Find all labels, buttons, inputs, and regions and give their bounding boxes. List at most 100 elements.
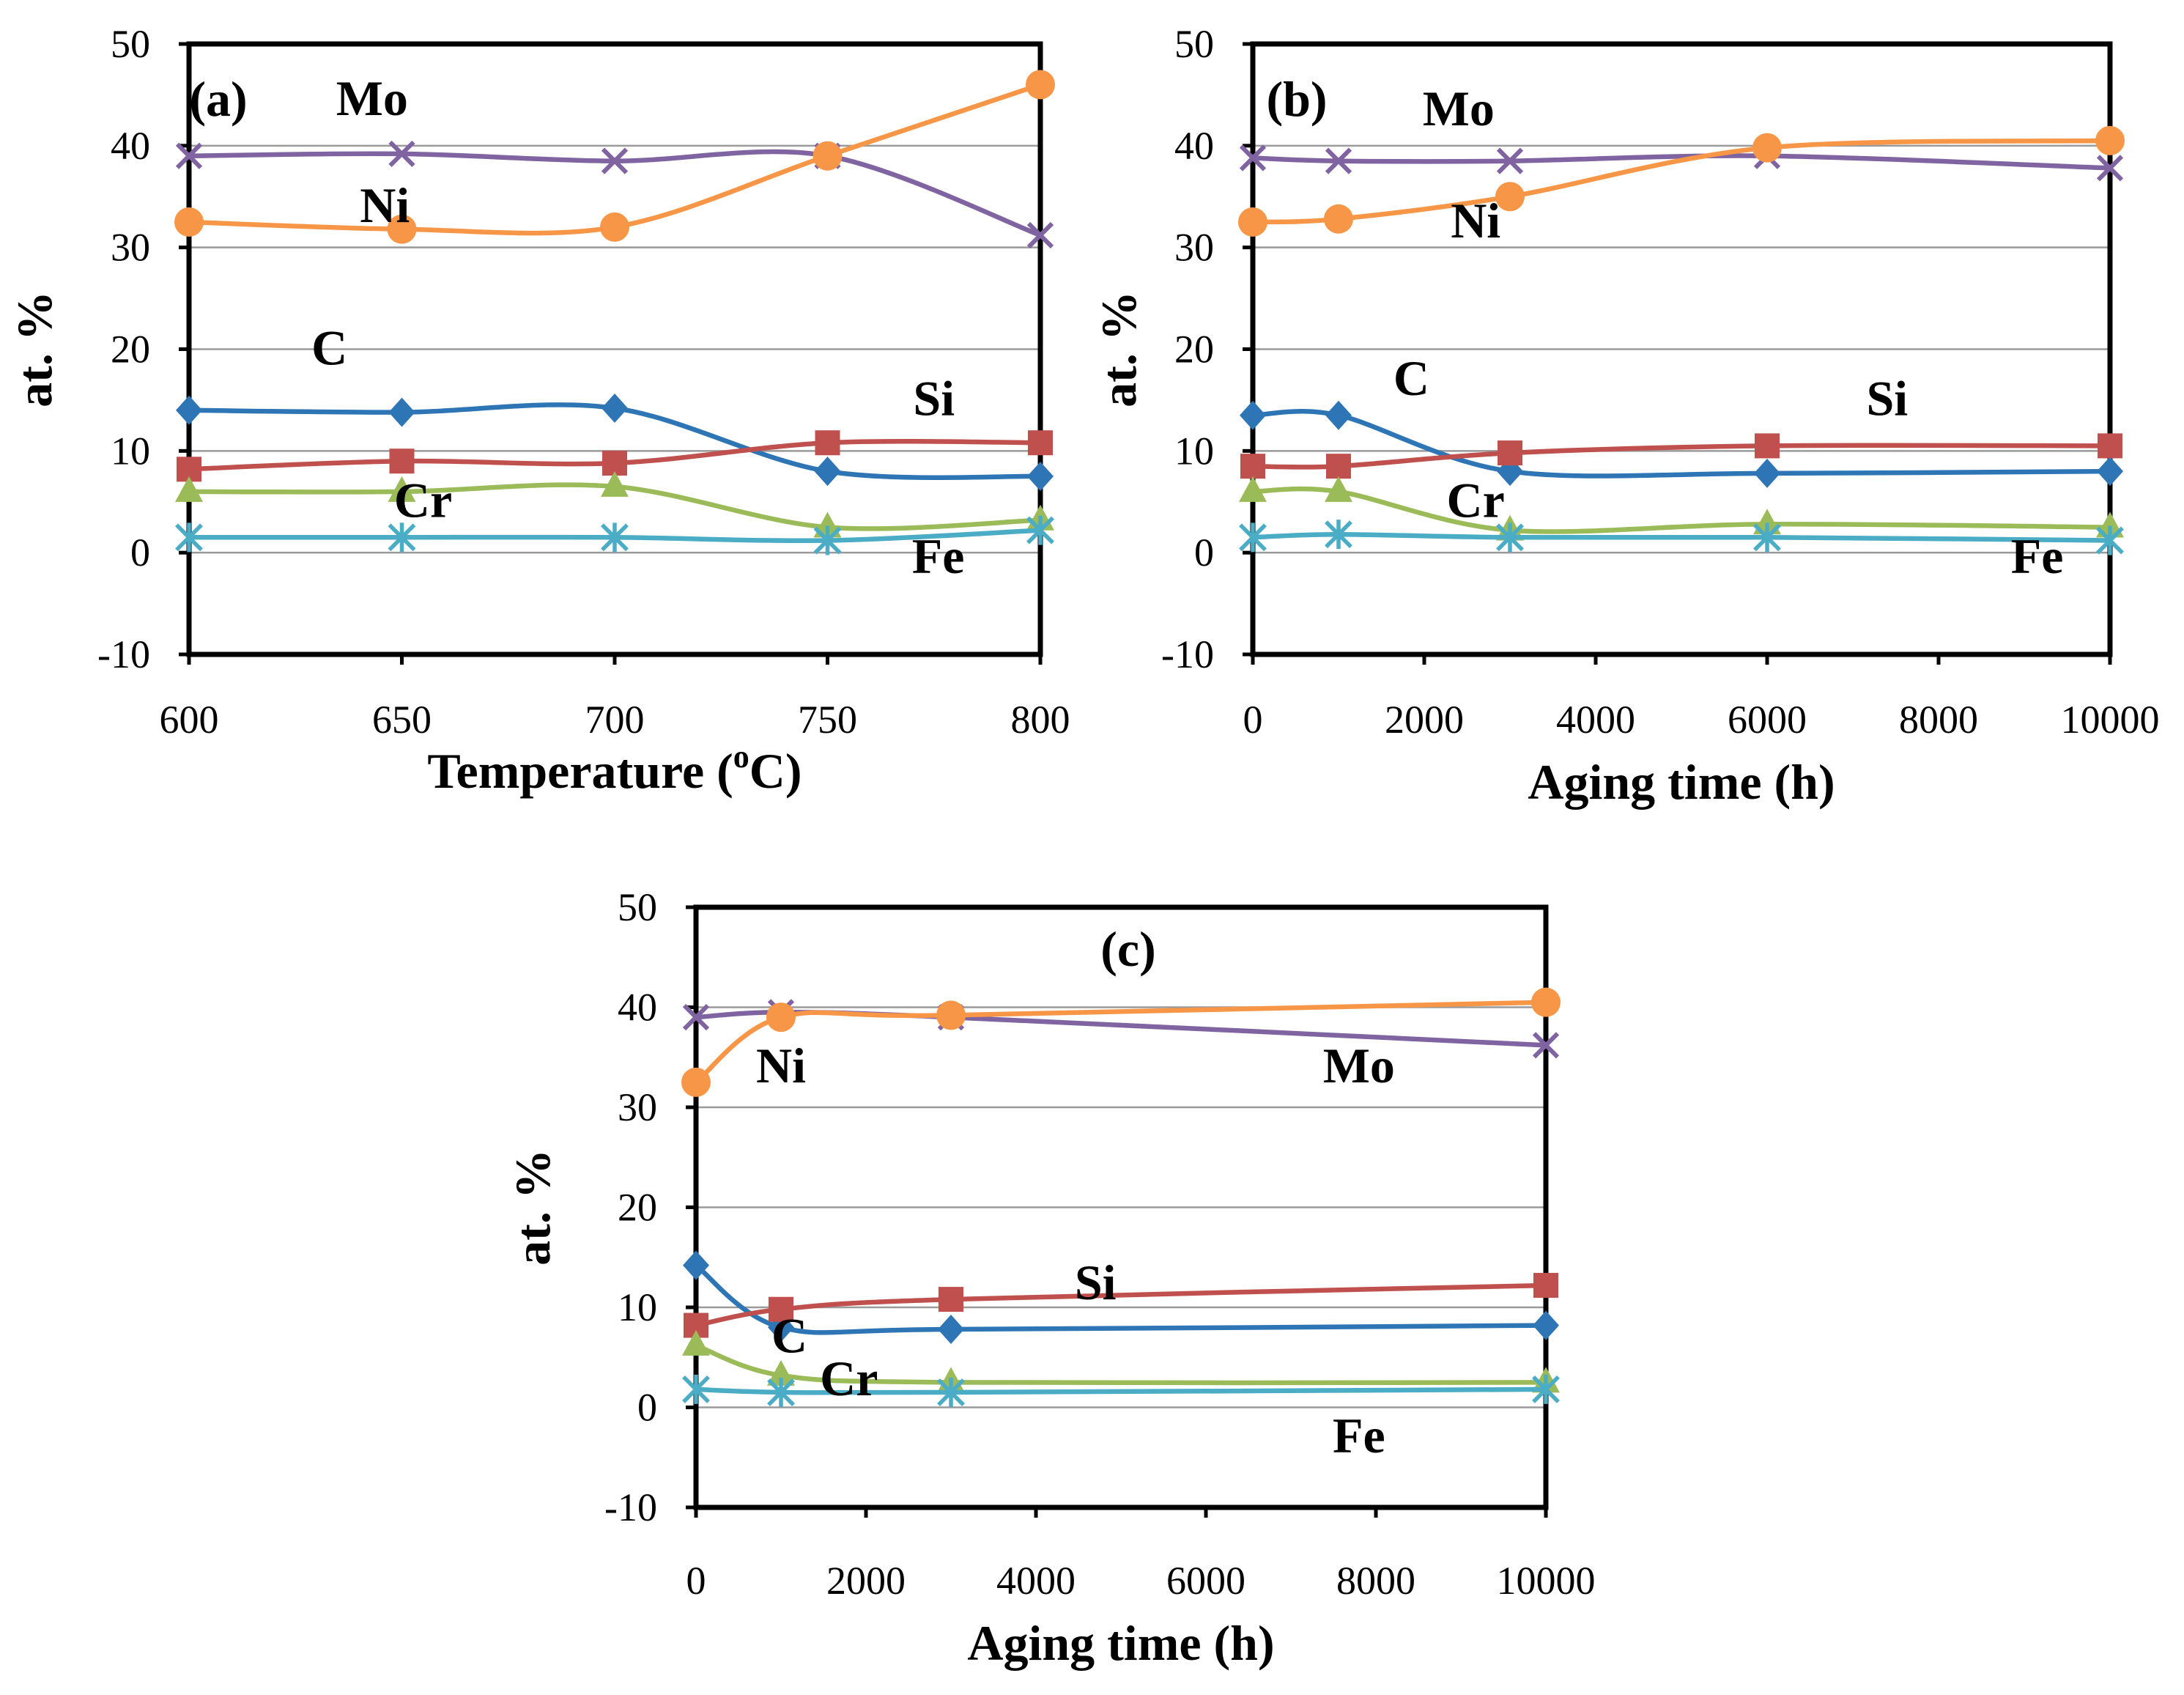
data-point-si [1533,1272,1558,1298]
data-point-c [1325,400,1352,430]
panel-a: -10 0 10 20 30 40 50 600 650 700 750 800 Mo Ni C Si Cr Fe… [7,22,1070,799]
y-tick-label: 50 [1174,22,1214,66]
series-label-si: Si [1075,1255,1117,1310]
data-point-fe [813,525,842,555]
series-fe [1239,520,2124,555]
data-point-si [1240,454,1265,479]
data-point-ni [1752,133,1782,163]
data-point-fe [1753,522,1781,553]
y-tick-label: 40 [1174,124,1214,168]
data-point-si [815,430,840,456]
data-point-fe [1026,515,1054,545]
x-tick-label: 8000 [1336,1559,1415,1603]
y-axis-title: at. % [1091,291,1147,407]
data-point-ni [681,1067,711,1097]
data-point-c [1533,1310,1559,1340]
data-point-si [1326,454,1351,479]
y-tick-label: 0 [637,1386,657,1430]
series-ni [681,987,1561,1097]
y-axis-title: at. % [7,291,62,407]
data-point-fe [2096,525,2124,555]
y-tick-label: 10 [1174,429,1214,473]
series-label-ni: Ni [1451,193,1500,248]
data-point-fe [601,522,629,553]
data-point-mo [1239,144,1267,171]
data-point-cr [601,470,629,497]
x-tick-label: 700 [585,698,645,742]
data-point-c [683,1250,709,1280]
series-label-c: C [771,1307,807,1363]
y-tick-label: 20 [111,328,150,372]
y-tick-label: 40 [111,124,150,168]
data-point-cr [682,1329,710,1356]
data-point-mo [1325,147,1352,174]
panel-label: (c) [1100,921,1155,977]
x-axis-title: Aging time (h) [1528,754,1835,810]
data-point-cr [767,1359,795,1386]
data-point-fe [175,522,203,553]
data-point-c [814,457,841,487]
series-label-fe: Fe [2011,528,2064,584]
data-point-mo [1496,147,1524,174]
x-tick-label: 2000 [826,1559,906,1603]
data-point-c [938,1315,964,1345]
x-tick-label: 8000 [1899,698,1978,742]
series-si [1240,433,2122,479]
panel-c: -10 0 10 20 30 40 50 0 2000 4000 6000 8000 10000 Mo Ni… [505,885,1596,1671]
data-point-si [2098,433,2122,459]
y-tick-label: -10 [1161,632,1214,676]
data-point-fe [767,1378,795,1408]
x-axis-title: Aging time (h) [967,1615,1274,1671]
series-label-fe: Fe [1333,1408,1385,1463]
data-point-si [769,1296,793,1322]
data-point-c [1027,462,1054,492]
series-label-cr: Cr [1447,473,1505,528]
series-si [177,430,1053,482]
y-tick-label: 50 [111,22,150,66]
y-tick-label: 0 [130,531,150,575]
data-point-si [939,1287,963,1312]
data-point-si [1028,430,1053,456]
data-point-fe [937,1378,965,1408]
data-point-fe [1239,522,1267,553]
series-c [176,394,1054,492]
data-point-ni [2095,125,2125,155]
panel-label: (b) [1266,71,1327,127]
panel-b: -10 0 10 20 30 40 50 0 2000 4000 6000 8000 10000 Mo Ni… [1091,22,2160,810]
series-label-mo: Mo [1423,81,1495,136]
y-tick-label: 10 [618,1285,657,1329]
y-tick-label: -10 [604,1485,657,1529]
data-point-c [2097,457,2123,487]
x-tick-label: 800 [1011,698,1070,742]
data-point-mo [175,142,203,169]
data-point-mo [1532,1032,1560,1059]
data-point-cr [1239,476,1267,502]
y-tick-label: 0 [1194,531,1214,575]
series-fe [175,515,1054,555]
x-tick-label: 0 [1243,698,1263,742]
series-label-ni: Ni [360,177,410,233]
data-point-mo [388,140,415,168]
series-fe [682,1374,1560,1408]
data-point-ni [1531,987,1561,1017]
data-point-mo [682,1004,710,1031]
data-point-ni [1026,70,1055,100]
data-point-fe [388,522,416,553]
data-point-c [176,395,202,425]
data-point-cr [1325,476,1352,502]
data-point-mo [601,147,629,174]
series-label-cr: Cr [394,473,452,528]
data-point-ni [766,1002,796,1033]
data-point-ni [1495,182,1525,212]
x-tick-label: 4000 [1556,698,1635,742]
x-tick-label: 10000 [1497,1559,1596,1603]
data-point-fe [1325,520,1352,550]
series-mo [175,140,1054,249]
data-point-si [389,448,415,474]
x-tick-label: 0 [686,1559,706,1603]
data-point-si [1755,433,1780,459]
x-tick-label: 600 [160,698,219,742]
series-label-c: C [1393,350,1429,406]
x-tick-label: 650 [372,698,432,742]
y-tick-label: 50 [618,885,657,929]
